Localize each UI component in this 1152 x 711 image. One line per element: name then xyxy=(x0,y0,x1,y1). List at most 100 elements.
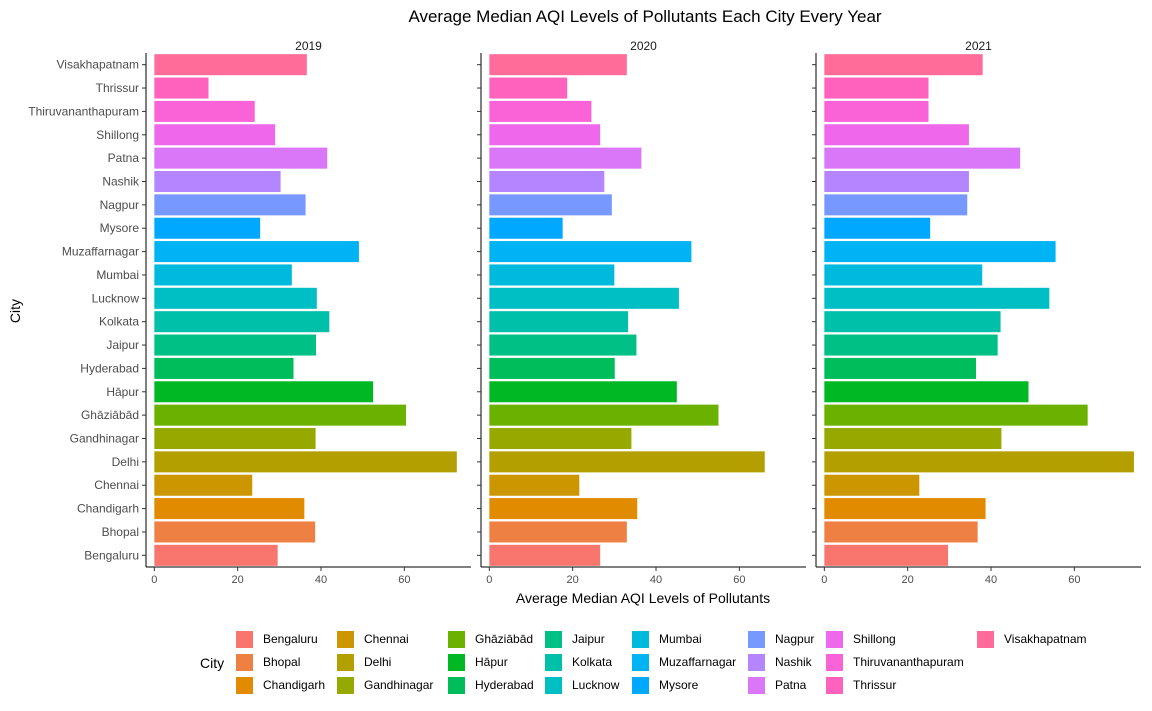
bar-chandigarh-2019 xyxy=(154,498,305,520)
y-tick-label: Bengaluru xyxy=(84,548,139,562)
legend-swatch xyxy=(826,654,843,671)
y-tick-label: Mysore xyxy=(100,221,140,235)
x-tick-label: 40 xyxy=(985,574,997,586)
legend-label: Lucknow xyxy=(572,678,620,692)
legend-label: Bhopal xyxy=(263,655,300,669)
bar-delhi-2021 xyxy=(824,451,1134,473)
legend-label: Delhi xyxy=(364,655,391,669)
bar-patna-2019 xyxy=(154,147,328,169)
x-tick-label: 40 xyxy=(650,574,662,586)
legend-swatch xyxy=(545,677,562,694)
bar-nashik-2019 xyxy=(154,170,281,193)
bar-visakhapatnam-2020 xyxy=(489,54,627,76)
y-tick-label: Lucknow xyxy=(92,291,140,305)
legend-swatch xyxy=(826,677,843,694)
y-tick-label: Gandhinagar xyxy=(70,432,139,446)
bar-nashik-2021 xyxy=(824,170,969,193)
legend-swatch xyxy=(826,631,843,648)
legend-label: Visakhapatnam xyxy=(1004,632,1087,646)
legend-item: Bhopal xyxy=(236,654,300,671)
legend-swatch xyxy=(337,677,354,694)
y-tick-label: Chennai xyxy=(94,478,139,492)
legend-label: Kolkata xyxy=(572,655,612,669)
legend-item: Chennai xyxy=(337,631,409,648)
bar-chandigarh-2020 xyxy=(489,498,638,520)
bar-kolkata-2021 xyxy=(824,311,1001,333)
x-tick-label: 40 xyxy=(315,574,327,586)
bar-thiruvananthapuram-2020 xyxy=(489,100,592,122)
bar-gandhinagar-2021 xyxy=(824,427,1002,450)
bar-lucknow-2019 xyxy=(154,287,317,309)
bar-h-pur-2020 xyxy=(489,381,677,403)
bar-chennai-2019 xyxy=(154,474,253,496)
panel-2020: 2020 0 20 40 60 xyxy=(477,39,806,586)
bar-mysore-2021 xyxy=(824,217,931,239)
y-tick-label: Patna xyxy=(108,151,140,165)
legend-swatch xyxy=(632,654,649,671)
bar-mumbai-2019 xyxy=(154,264,292,286)
bar-delhi-2019 xyxy=(154,451,457,473)
y-tick-label: Chandigarh xyxy=(77,502,139,516)
panel-2021: 2021 0 20 40 60 xyxy=(812,39,1141,586)
legend-item: Thiruvananthapuram xyxy=(826,654,964,671)
legend-item: Mumbai xyxy=(632,631,702,648)
bar-jaipur-2019 xyxy=(154,334,316,356)
panel-strip-label: 2021 xyxy=(965,39,992,53)
legend-label: Nashik xyxy=(775,655,813,669)
legend-swatch xyxy=(545,654,562,671)
legend-label: Thiruvananthapuram xyxy=(853,655,964,669)
bar-nagpur-2020 xyxy=(489,194,612,216)
bar-hyderabad-2021 xyxy=(824,357,976,379)
legend-label: Bengaluru xyxy=(263,632,318,646)
bar-nagpur-2021 xyxy=(824,194,968,216)
y-tick-label: Nagpur xyxy=(100,198,139,212)
bar-chennai-2021 xyxy=(824,474,920,496)
legend-label: Mysore xyxy=(659,678,699,692)
bar-bengaluru-2019 xyxy=(154,544,278,566)
bar-gandhinagar-2020 xyxy=(489,427,632,450)
legend-swatch xyxy=(748,631,765,648)
legend-swatch xyxy=(448,654,465,671)
legend-item: Chandigarh xyxy=(236,677,325,694)
y-tick-label: Ghāziābād xyxy=(81,408,139,422)
legend-label: Shillong xyxy=(853,632,896,646)
x-tick-label: 60 xyxy=(398,574,410,586)
bar-kolkata-2019 xyxy=(154,311,330,333)
bar-shillong-2021 xyxy=(824,124,969,146)
bar-thrissur-2020 xyxy=(489,77,568,99)
bar-muzaffarnagar-2019 xyxy=(154,241,359,263)
bar-mysore-2019 xyxy=(154,217,261,239)
legend-swatch xyxy=(236,654,253,671)
legend-item: Lucknow xyxy=(545,677,620,694)
x-axis-title: Average Median AQI Levels of Pollutants xyxy=(516,590,770,606)
bar-bengaluru-2021 xyxy=(824,544,949,566)
legend: City Bengaluru Bhopal Chandigarh Chennai Del… xyxy=(200,631,1087,694)
legend-item: Bengaluru xyxy=(236,631,318,648)
bar-bhopal-2021 xyxy=(824,521,978,543)
legend-label: Mumbai xyxy=(659,632,702,646)
x-tick-label: 20 xyxy=(232,574,244,586)
x-tick-label: 0 xyxy=(151,574,157,586)
panels: 2019 0 20 40 60 Bengaluru Bhopal Chandigarh Chen… xyxy=(28,39,1141,586)
y-tick-label: Nashik xyxy=(102,175,140,189)
legend-item: Gandhinagar xyxy=(337,677,433,694)
panel-strip-label: 2020 xyxy=(630,39,657,53)
bar-chennai-2020 xyxy=(489,474,580,496)
legend-item: Muzaffarnagar xyxy=(632,654,736,671)
legend-label: Muzaffarnagar xyxy=(659,655,736,669)
bar-bhopal-2019 xyxy=(154,521,316,543)
bar-bengaluru-2020 xyxy=(489,544,601,566)
y-tick-label: Thrissur xyxy=(96,81,139,95)
bar-jaipur-2020 xyxy=(489,334,637,356)
legend-swatch xyxy=(632,677,649,694)
legend-item: Jaipur xyxy=(545,631,605,648)
bar-hyderabad-2019 xyxy=(154,357,294,379)
legend-label: Thrissur xyxy=(853,678,896,692)
x-tick-label: 60 xyxy=(1068,574,1080,586)
legend-swatch xyxy=(337,654,354,671)
bar-mumbai-2021 xyxy=(824,264,983,286)
x-tick-label: 20 xyxy=(567,574,579,586)
legend-title: City xyxy=(200,655,224,671)
legend-item: Delhi xyxy=(337,654,391,671)
legend-label: Hyderabad xyxy=(475,678,534,692)
